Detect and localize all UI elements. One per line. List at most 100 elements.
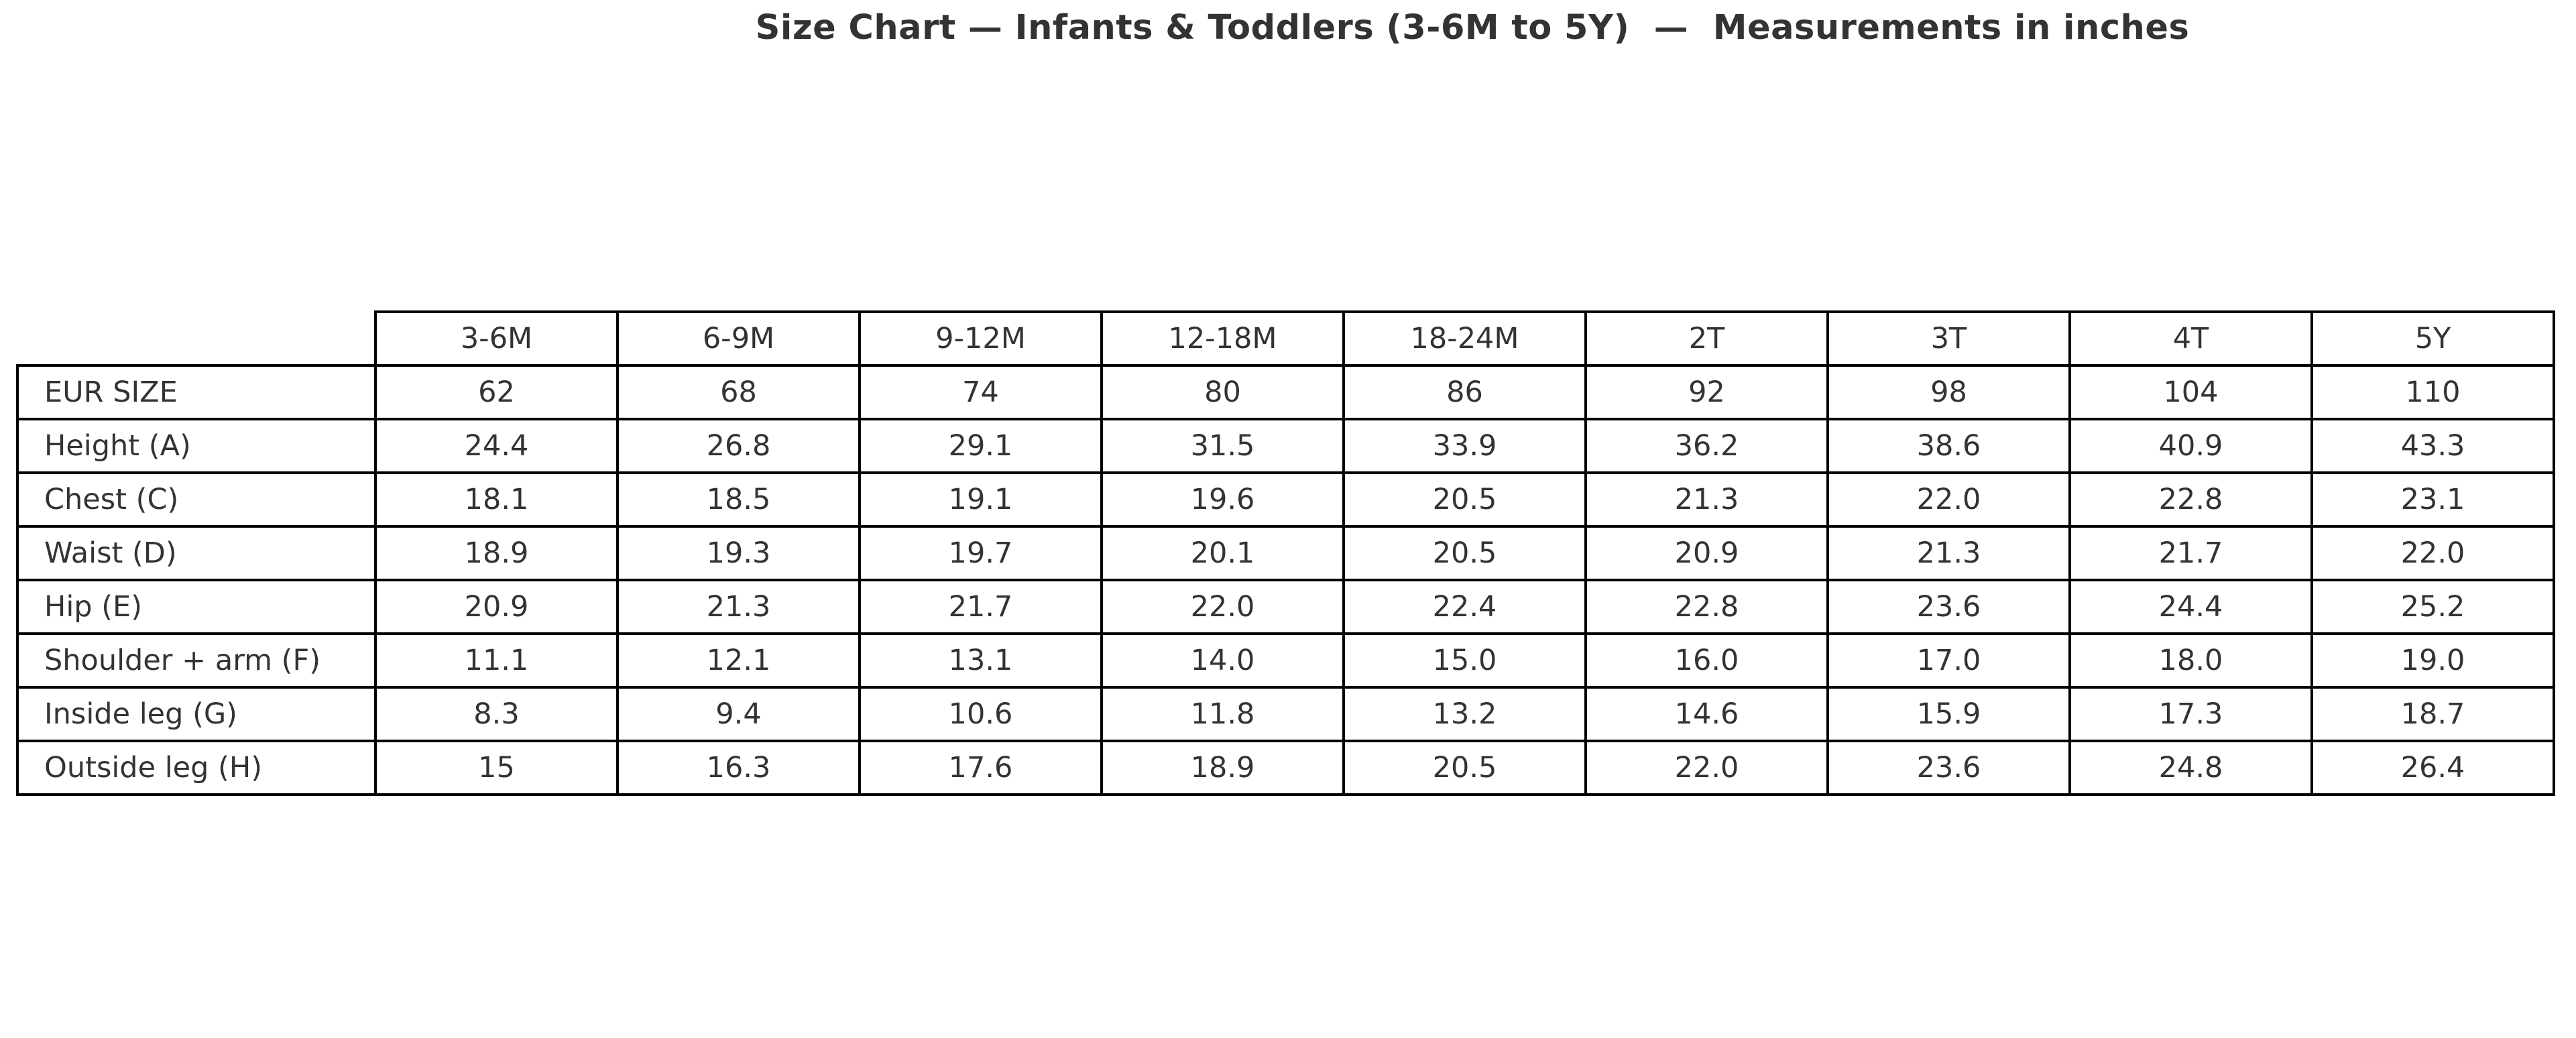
value-cell: 21.7 (2068, 525, 2313, 581)
value-cell: 98 (1826, 364, 2071, 420)
table-body: EUR SIZE 62 68 74 80 86 92 98 104 110 Height (A) 24… (16, 364, 2555, 796)
table-row: Inside leg (G) 8.3 9.4 10.6 11.8 13.2 14.6 15.9… (16, 686, 2555, 742)
value-cell: 36.2 (1584, 418, 1829, 474)
value-cell: 25.2 (2310, 579, 2555, 635)
header-row: 3-6M 6-9M 9-12M 12-18M 18-24M 2T 3T 4T 5Y (17, 310, 2555, 367)
value-cell: 18.7 (2310, 686, 2555, 742)
table-row: Height (A) 24.4 26.8 29.1 31.5 33.9 36.2 38.6 40… (16, 418, 2555, 474)
size-chart-table: 3-6M 6-9M 9-12M 12-18M 18-24M 2T 3T 4T 5Y EUR SI… (16, 310, 2555, 796)
value-cell: 18.1 (374, 471, 619, 528)
value-cell: 24.4 (374, 418, 619, 474)
table-row: Chest (C) 18.1 18.5 19.1 19.6 20.5 21.3 22.0 22.… (16, 471, 2555, 528)
value-cell: 11.8 (1100, 686, 1345, 742)
value-cell: 92 (1584, 364, 1829, 420)
value-cell: 17.0 (1826, 632, 2071, 689)
value-cell: 26.4 (2310, 740, 2555, 796)
value-cell: 21.3 (1584, 471, 1829, 528)
value-cell: 19.6 (1100, 471, 1345, 528)
value-cell: 23.6 (1826, 740, 2071, 796)
column-header: 6-9M (616, 310, 861, 367)
column-header: 2T (1584, 310, 1829, 367)
value-cell: 13.2 (1342, 686, 1587, 742)
value-cell: 15.9 (1826, 686, 2071, 742)
value-cell: 19.1 (858, 471, 1103, 528)
column-header: 12-18M (1100, 310, 1345, 367)
value-cell: 8.3 (374, 686, 619, 742)
value-cell: 13.1 (858, 632, 1103, 689)
value-cell: 22.8 (2068, 471, 2313, 528)
value-cell: 19.3 (616, 525, 861, 581)
value-cell: 26.8 (616, 418, 861, 474)
value-cell: 17.3 (2068, 686, 2313, 742)
row-label: Inside leg (G) (16, 686, 377, 742)
value-cell: 10.6 (858, 686, 1103, 742)
value-cell: 62 (374, 364, 619, 420)
value-cell: 68 (616, 364, 861, 420)
value-cell: 15 (374, 740, 619, 796)
column-header: 4T (2068, 310, 2313, 367)
value-cell: 22.0 (1584, 740, 1829, 796)
value-cell: 24.8 (2068, 740, 2313, 796)
row-label: Outside leg (H) (16, 740, 377, 796)
value-cell: 23.1 (2310, 471, 2555, 528)
value-cell: 22.8 (1584, 579, 1829, 635)
value-cell: 17.6 (858, 740, 1103, 796)
row-label: Shoulder + arm (F) (16, 632, 377, 689)
value-cell: 23.6 (1826, 579, 2071, 635)
value-cell: 40.9 (2068, 418, 2313, 474)
value-cell: 18.5 (616, 471, 861, 528)
value-cell: 22.0 (1826, 471, 2071, 528)
value-cell: 16.3 (616, 740, 861, 796)
table-row: Shoulder + arm (F) 11.1 12.1 13.1 14.0 15.0 16… (16, 632, 2555, 689)
value-cell: 16.0 (1584, 632, 1829, 689)
column-header: 18-24M (1342, 310, 1587, 367)
value-cell: 21.7 (858, 579, 1103, 635)
value-cell: 29.1 (858, 418, 1103, 474)
value-cell: 11.1 (374, 632, 619, 689)
table-row: EUR SIZE 62 68 74 80 86 92 98 104 110 (16, 364, 2555, 420)
row-label: Chest (C) (16, 471, 377, 528)
table-row: Waist (D) 18.9 19.3 19.7 20.1 20.5 20.9 21.3 21.… (16, 525, 2555, 581)
table-row: Outside leg (H) 15 16.3 17.6 18.9 20.5 22.0 23.… (16, 740, 2555, 796)
value-cell: 74 (858, 364, 1103, 420)
value-cell: 22.0 (1100, 579, 1345, 635)
column-header: 3-6M (374, 310, 619, 367)
value-cell: 80 (1100, 364, 1345, 420)
value-cell: 20.5 (1342, 740, 1587, 796)
value-cell: 43.3 (2310, 418, 2555, 474)
value-cell: 21.3 (1826, 525, 2071, 581)
value-cell: 20.9 (1584, 525, 1829, 581)
row-label: Waist (D) (16, 525, 377, 581)
value-cell: 15.0 (1342, 632, 1587, 689)
value-cell: 18.9 (374, 525, 619, 581)
column-header: 5Y (2310, 310, 2555, 367)
value-cell: 14.0 (1100, 632, 1345, 689)
table-row: Hip (E) 20.9 21.3 21.7 22.0 22.4 22.8 23.6 24.4 2… (16, 579, 2555, 635)
value-cell: 20.5 (1342, 525, 1587, 581)
row-label: Hip (E) (16, 579, 377, 635)
row-label: EUR SIZE (16, 364, 377, 420)
value-cell: 20.9 (374, 579, 619, 635)
value-cell: 33.9 (1342, 418, 1587, 474)
column-header: 9-12M (858, 310, 1103, 367)
value-cell: 12.1 (616, 632, 861, 689)
value-cell: 19.0 (2310, 632, 2555, 689)
value-cell: 9.4 (616, 686, 861, 742)
value-cell: 31.5 (1100, 418, 1345, 474)
value-cell: 19.7 (858, 525, 1103, 581)
value-cell: 20.1 (1100, 525, 1345, 581)
value-cell: 24.4 (2068, 579, 2313, 635)
value-cell: 22.0 (2310, 525, 2555, 581)
value-cell: 14.6 (1584, 686, 1829, 742)
value-cell: 18.0 (2068, 632, 2313, 689)
value-cell: 86 (1342, 364, 1587, 420)
value-cell: 18.9 (1100, 740, 1345, 796)
value-cell: 22.4 (1342, 579, 1587, 635)
chart-title: Size Chart — Infants & Toddlers (3-6M to… (755, 8, 2190, 48)
value-cell: 110 (2310, 364, 2555, 420)
corner-cell (17, 312, 375, 365)
value-cell: 38.6 (1826, 418, 2071, 474)
value-cell: 21.3 (616, 579, 861, 635)
row-label: Height (A) (16, 418, 377, 474)
value-cell: 20.5 (1342, 471, 1587, 528)
